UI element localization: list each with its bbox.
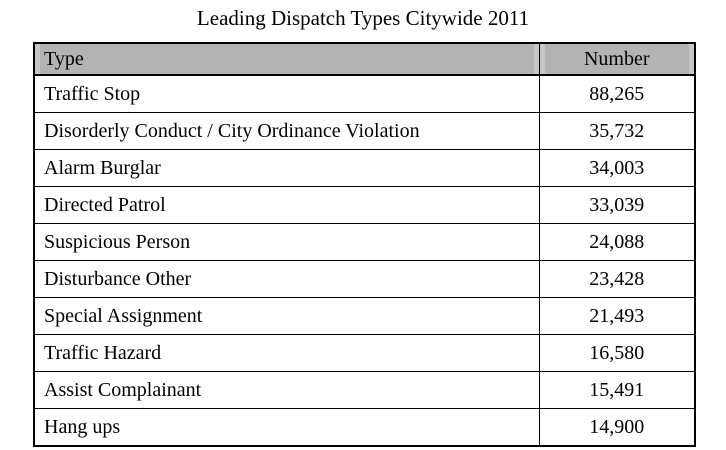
table-row: Disturbance Other 23,428 (33, 260, 696, 298)
table-row: Special Assignment 21,493 (33, 297, 696, 335)
number-cell: 15,491 (538, 371, 696, 409)
table-row: Hang ups 14,900 (33, 408, 696, 447)
table-row: Traffic Hazard 16,580 (33, 334, 696, 372)
number-cell: 21,493 (538, 297, 696, 335)
type-cell: Special Assignment (33, 297, 540, 335)
number-cell: 14,900 (538, 408, 696, 447)
table-row: Assist Complainant 15,491 (33, 371, 696, 409)
type-cell: Assist Complainant (33, 371, 540, 409)
type-cell: Alarm Burglar (33, 149, 540, 187)
number-cell: 88,265 (538, 74, 696, 113)
table-row: Traffic Stop 88,265 (33, 74, 696, 113)
column-header-number: Number (538, 42, 696, 76)
column-header-type: Type (33, 42, 540, 76)
number-cell: 16,580 (538, 334, 696, 372)
page-title: Leading Dispatch Types Citywide 2011 (196, 6, 530, 30)
table-row: Disorderly Conduct / City Ordinance Viol… (33, 112, 696, 150)
type-cell: Directed Patrol (33, 186, 540, 224)
number-cell: 23,428 (538, 260, 696, 298)
number-cell: 34,003 (538, 149, 696, 187)
number-cell: 24,088 (538, 223, 696, 261)
table-header-row: Type Number (33, 42, 696, 76)
number-cell: 33,039 (538, 186, 696, 224)
table-row: Directed Patrol 33,039 (33, 186, 696, 224)
table-row: Alarm Burglar 34,003 (33, 149, 696, 187)
type-cell: Traffic Stop (33, 74, 540, 113)
type-cell: Suspicious Person (33, 223, 540, 261)
dispatch-types-table: Type Number Traffic Stop 88,265 Disorder… (33, 42, 696, 447)
type-cell: Disorderly Conduct / City Ordinance Viol… (33, 112, 540, 150)
number-cell: 35,732 (538, 112, 696, 150)
type-cell: Disturbance Other (33, 260, 540, 298)
type-cell: Traffic Hazard (33, 334, 540, 372)
table-row: Suspicious Person 24,088 (33, 223, 696, 261)
type-cell: Hang ups (33, 408, 540, 447)
